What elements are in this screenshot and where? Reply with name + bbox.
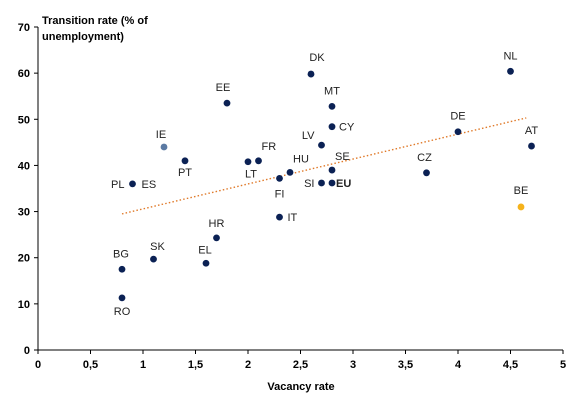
label-pt: PT xyxy=(178,167,192,179)
x-tick-label: 3,5 xyxy=(398,359,413,371)
label-se: SE xyxy=(335,151,350,163)
x-tick-label: 2,5 xyxy=(293,359,308,371)
label-el: EL xyxy=(198,244,211,256)
label-bg: BG xyxy=(113,248,129,260)
y-tick-label: 50 xyxy=(18,114,30,126)
label-fr: FR xyxy=(262,141,277,153)
label-ie: IE xyxy=(156,129,166,141)
label-lv: LV xyxy=(302,130,315,142)
y-tick-label: 20 xyxy=(18,253,30,265)
label-cy: CY xyxy=(339,122,355,134)
point-pl xyxy=(129,180,136,188)
label-ro: RO xyxy=(114,306,131,318)
label-pl: PL xyxy=(111,179,124,191)
point-it xyxy=(276,213,283,221)
y-axis-title-line-1: Transition rate (% of xyxy=(42,15,148,27)
x-tick-label: 3 xyxy=(350,359,356,371)
point-cz xyxy=(423,169,430,177)
trendline-group xyxy=(121,117,527,215)
label-hu: HU xyxy=(293,153,309,165)
y-tick-label: 70 xyxy=(18,22,30,34)
x-tick-label: 4,5 xyxy=(503,359,518,371)
y-tick-label: 0 xyxy=(24,345,30,357)
y-axis-title-line-2: unemployment) xyxy=(42,31,124,43)
point-fi xyxy=(276,174,283,182)
label-at: AT xyxy=(525,125,539,137)
x-tick-label: 1 xyxy=(140,359,146,371)
y-tick-label: 60 xyxy=(18,68,30,80)
point-cy xyxy=(328,123,336,131)
label-ee: EE xyxy=(216,82,231,94)
y-tick-label: 30 xyxy=(18,207,30,219)
x-tick-label: 0,5 xyxy=(83,359,98,371)
y-tick-label: 10 xyxy=(18,299,30,311)
point-lv xyxy=(318,141,325,149)
label-es: ES xyxy=(142,179,157,191)
data-points xyxy=(118,67,535,302)
point-labels: DK NL EE MT CY DE LV AT IE PT FR LT SE HU CZ FI SI EU PL ES… xyxy=(111,50,538,318)
x-axis-title: Vacancy rate xyxy=(267,381,334,393)
label-mt: MT xyxy=(324,85,340,97)
x-tick-label: 1,5 xyxy=(188,359,203,371)
label-fi: FI xyxy=(275,188,285,200)
point-hu xyxy=(286,168,294,176)
label-eu: EU xyxy=(336,178,351,190)
point-bg xyxy=(118,265,126,273)
point-mt xyxy=(328,102,336,110)
point-nl xyxy=(507,67,514,75)
label-cz: CZ xyxy=(417,152,432,164)
x-tick-label: 2 xyxy=(245,359,251,371)
x-axis-ticks: 0 0,5 1 1,5 2 2,5 3 3,5 4 4,5 5 xyxy=(35,350,566,371)
label-si: SI xyxy=(304,178,314,190)
point-ee xyxy=(223,99,231,107)
point-lt xyxy=(244,158,252,166)
trendline xyxy=(121,117,527,215)
point-dk xyxy=(307,70,315,78)
point-sk xyxy=(150,255,157,263)
label-be: BE xyxy=(514,185,529,197)
point-eu xyxy=(328,179,336,187)
label-sk: SK xyxy=(150,241,165,253)
point-ro xyxy=(118,294,126,302)
y-tick-label: 40 xyxy=(18,160,30,172)
point-de xyxy=(454,128,462,136)
point-at xyxy=(528,142,535,150)
point-hr xyxy=(213,234,220,242)
point-be xyxy=(517,203,525,211)
label-dk: DK xyxy=(309,52,325,64)
y-axis-ticks: 0 10 20 30 40 50 60 70 xyxy=(18,22,38,357)
point-si xyxy=(318,179,325,187)
label-de: DE xyxy=(450,111,465,123)
label-lt: LT xyxy=(245,169,257,181)
label-hr: HR xyxy=(209,218,225,230)
point-pt xyxy=(181,157,189,165)
x-tick-label: 0 xyxy=(35,359,41,371)
point-ie xyxy=(160,143,168,151)
label-nl: NL xyxy=(503,50,517,62)
point-se xyxy=(328,166,336,174)
x-tick-label: 5 xyxy=(560,359,566,371)
point-fr xyxy=(255,157,262,165)
x-tick-label: 4 xyxy=(455,359,462,371)
label-it: IT xyxy=(288,212,298,224)
point-el xyxy=(202,259,210,267)
